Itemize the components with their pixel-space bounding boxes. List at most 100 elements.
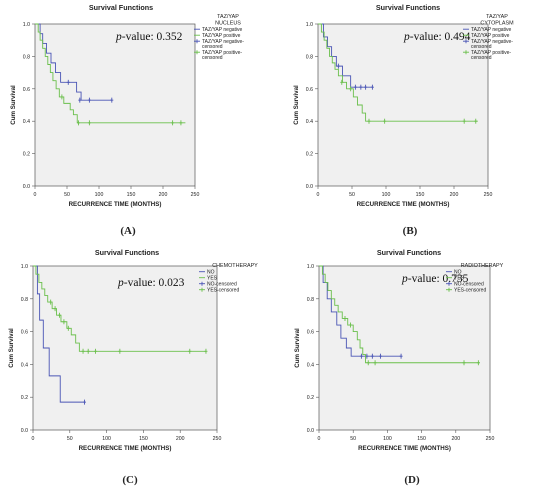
y-tick-label: 0.8	[307, 297, 314, 303]
legend-swatch	[199, 281, 205, 286]
y-tick-label: 0.0	[23, 184, 30, 190]
legend-entry: YES	[207, 276, 218, 282]
y-tick-label: 1.0	[21, 264, 28, 270]
x-tick-label: 0	[32, 436, 35, 442]
legend-title: CYTOPLASM	[480, 21, 514, 27]
chart-title: Survival Functions	[89, 3, 153, 12]
p-value-text: -value: 0.494	[410, 31, 471, 43]
y-tick-label: 0.8	[306, 54, 313, 60]
y-tick-label: 0.6	[21, 330, 28, 336]
legend-entry: TAZ/YAP positive	[202, 33, 241, 39]
legend-entry-line1: TAZ/YAP negative-	[471, 39, 513, 45]
y-axis-label: Cum Survival	[293, 85, 300, 125]
x-axis-label: RECURRENCE TIME (MONTHS)	[357, 201, 450, 208]
p-value-text: -value: 0.352	[122, 31, 183, 43]
x-tick-label: 100	[95, 192, 104, 198]
legend-entry-line2: censored	[471, 55, 492, 61]
p-value-symbol: p	[117, 277, 124, 289]
panel-d: Survival Functions 0.0 0.2 0.4 0.6 0.8 1.0 0 50 1…	[291, 248, 550, 486]
legend-entry: TAZ/YAP negative-censored	[202, 39, 244, 50]
x-tick-label: 150	[416, 192, 425, 198]
x-axis-label: RECURRENCE TIME (MONTHS)	[69, 201, 162, 208]
panel-c: Survival Functions 0.0 0.2 0.4 0.6 0.8 1.0 0 50 1…	[5, 248, 320, 486]
panel-caption: (A)	[120, 225, 136, 237]
panel-b: Survival Functions 0.0 0.2 0.4 0.6 0.8 1.0 0 50 1…	[290, 3, 550, 237]
y-tick-label: 0.2	[306, 152, 313, 158]
series-line-a	[33, 265, 85, 403]
chart-title: Survival Functions	[377, 248, 441, 257]
x-tick-label: 250	[213, 436, 222, 442]
chart-title: Survival Functions	[95, 248, 159, 257]
y-tick-label: 0.8	[23, 54, 30, 60]
y-tick-label: 0.4	[306, 119, 313, 125]
legend-entry: NO-censored	[207, 282, 237, 288]
y-tick-label: 1.0	[307, 264, 314, 270]
x-tick-label: 0	[317, 192, 320, 198]
y-axis-label: Cum Survival	[8, 328, 15, 368]
y-tick-label: 0.4	[23, 119, 30, 125]
legend-entry-line2: censored	[202, 44, 223, 50]
x-tick-label: 250	[191, 192, 200, 198]
legend-entry: TAZ/YAP negative	[202, 27, 243, 33]
legend-title: RADIOTHERAPY	[461, 263, 504, 269]
p-value-annotation: p-value: 0.735	[401, 273, 469, 285]
legend-entry: TAZ/YAP positive	[471, 33, 510, 39]
legend-swatch	[446, 287, 452, 292]
x-tick-label: 200	[176, 436, 185, 442]
y-tick-label: 1.0	[306, 22, 313, 28]
plot-area	[34, 23, 196, 187]
panel-caption: (B)	[403, 225, 418, 237]
legend-entry: NO	[207, 270, 215, 276]
p-value-annotation: p-value: 0.023	[117, 277, 185, 289]
y-tick-label: 0.6	[23, 87, 30, 93]
x-tick-label: 200	[159, 192, 168, 198]
chart-title: Survival Functions	[376, 3, 440, 12]
p-value-text: -value: 0.735	[408, 273, 469, 285]
panel-a: Survival Functions 0.0 0.2 0.4 0.6 0.8 1.0 0 50 1…	[7, 3, 298, 237]
x-tick-label: 150	[417, 436, 426, 442]
legend-swatch	[194, 39, 200, 44]
y-tick-label: 0.0	[307, 428, 314, 434]
x-tick-label: 50	[350, 436, 356, 442]
legend-entry-line1: TAZ/YAP positive-	[202, 50, 242, 56]
legend-title: CHEMOTHERAPY	[212, 263, 258, 269]
legend-swatch	[463, 50, 469, 55]
x-tick-label: 250	[486, 436, 495, 442]
y-tick-label: 0.2	[23, 152, 30, 158]
p-value-symbol: p	[403, 31, 410, 43]
legend-entry: NO	[454, 270, 462, 276]
y-tick-label: 0.0	[306, 184, 313, 190]
x-tick-label: 100	[382, 192, 391, 198]
legend-entry: TAZ/YAP negative-censored	[471, 39, 513, 50]
legend-entry: TAZ/YAP negative	[471, 27, 512, 33]
series-line-b	[319, 265, 480, 364]
legend-swatch	[194, 50, 200, 55]
y-axis-label: Cum Survival	[294, 328, 301, 368]
x-tick-label: 250	[484, 192, 493, 198]
y-tick-label: 0.0	[21, 428, 28, 434]
x-tick-label: 200	[450, 192, 459, 198]
legend-swatch	[463, 39, 469, 44]
p-value-symbol: p	[401, 273, 408, 285]
y-tick-label: 0.6	[307, 330, 314, 336]
y-tick-label: 0.2	[21, 395, 28, 401]
x-axis-label: RECURRENCE TIME (MONTHS)	[358, 445, 451, 452]
legend-entry: TAZ/YAP positive-censored	[202, 50, 242, 61]
legend-title: TAZ/YAP	[217, 14, 239, 20]
panel-caption: (C)	[122, 474, 138, 486]
x-tick-label: 0	[318, 436, 321, 442]
legend-title: TAZ/YAP	[486, 14, 508, 20]
legend-swatch	[199, 287, 205, 292]
y-tick-label: 1.0	[23, 22, 30, 28]
x-tick-label: 0	[34, 192, 37, 198]
y-tick-label: 0.4	[307, 362, 314, 368]
series-line-a	[35, 23, 112, 101]
y-axis-label: Cum Survival	[10, 85, 17, 125]
x-tick-label: 100	[383, 436, 392, 442]
p-value-symbol: p	[115, 31, 122, 43]
